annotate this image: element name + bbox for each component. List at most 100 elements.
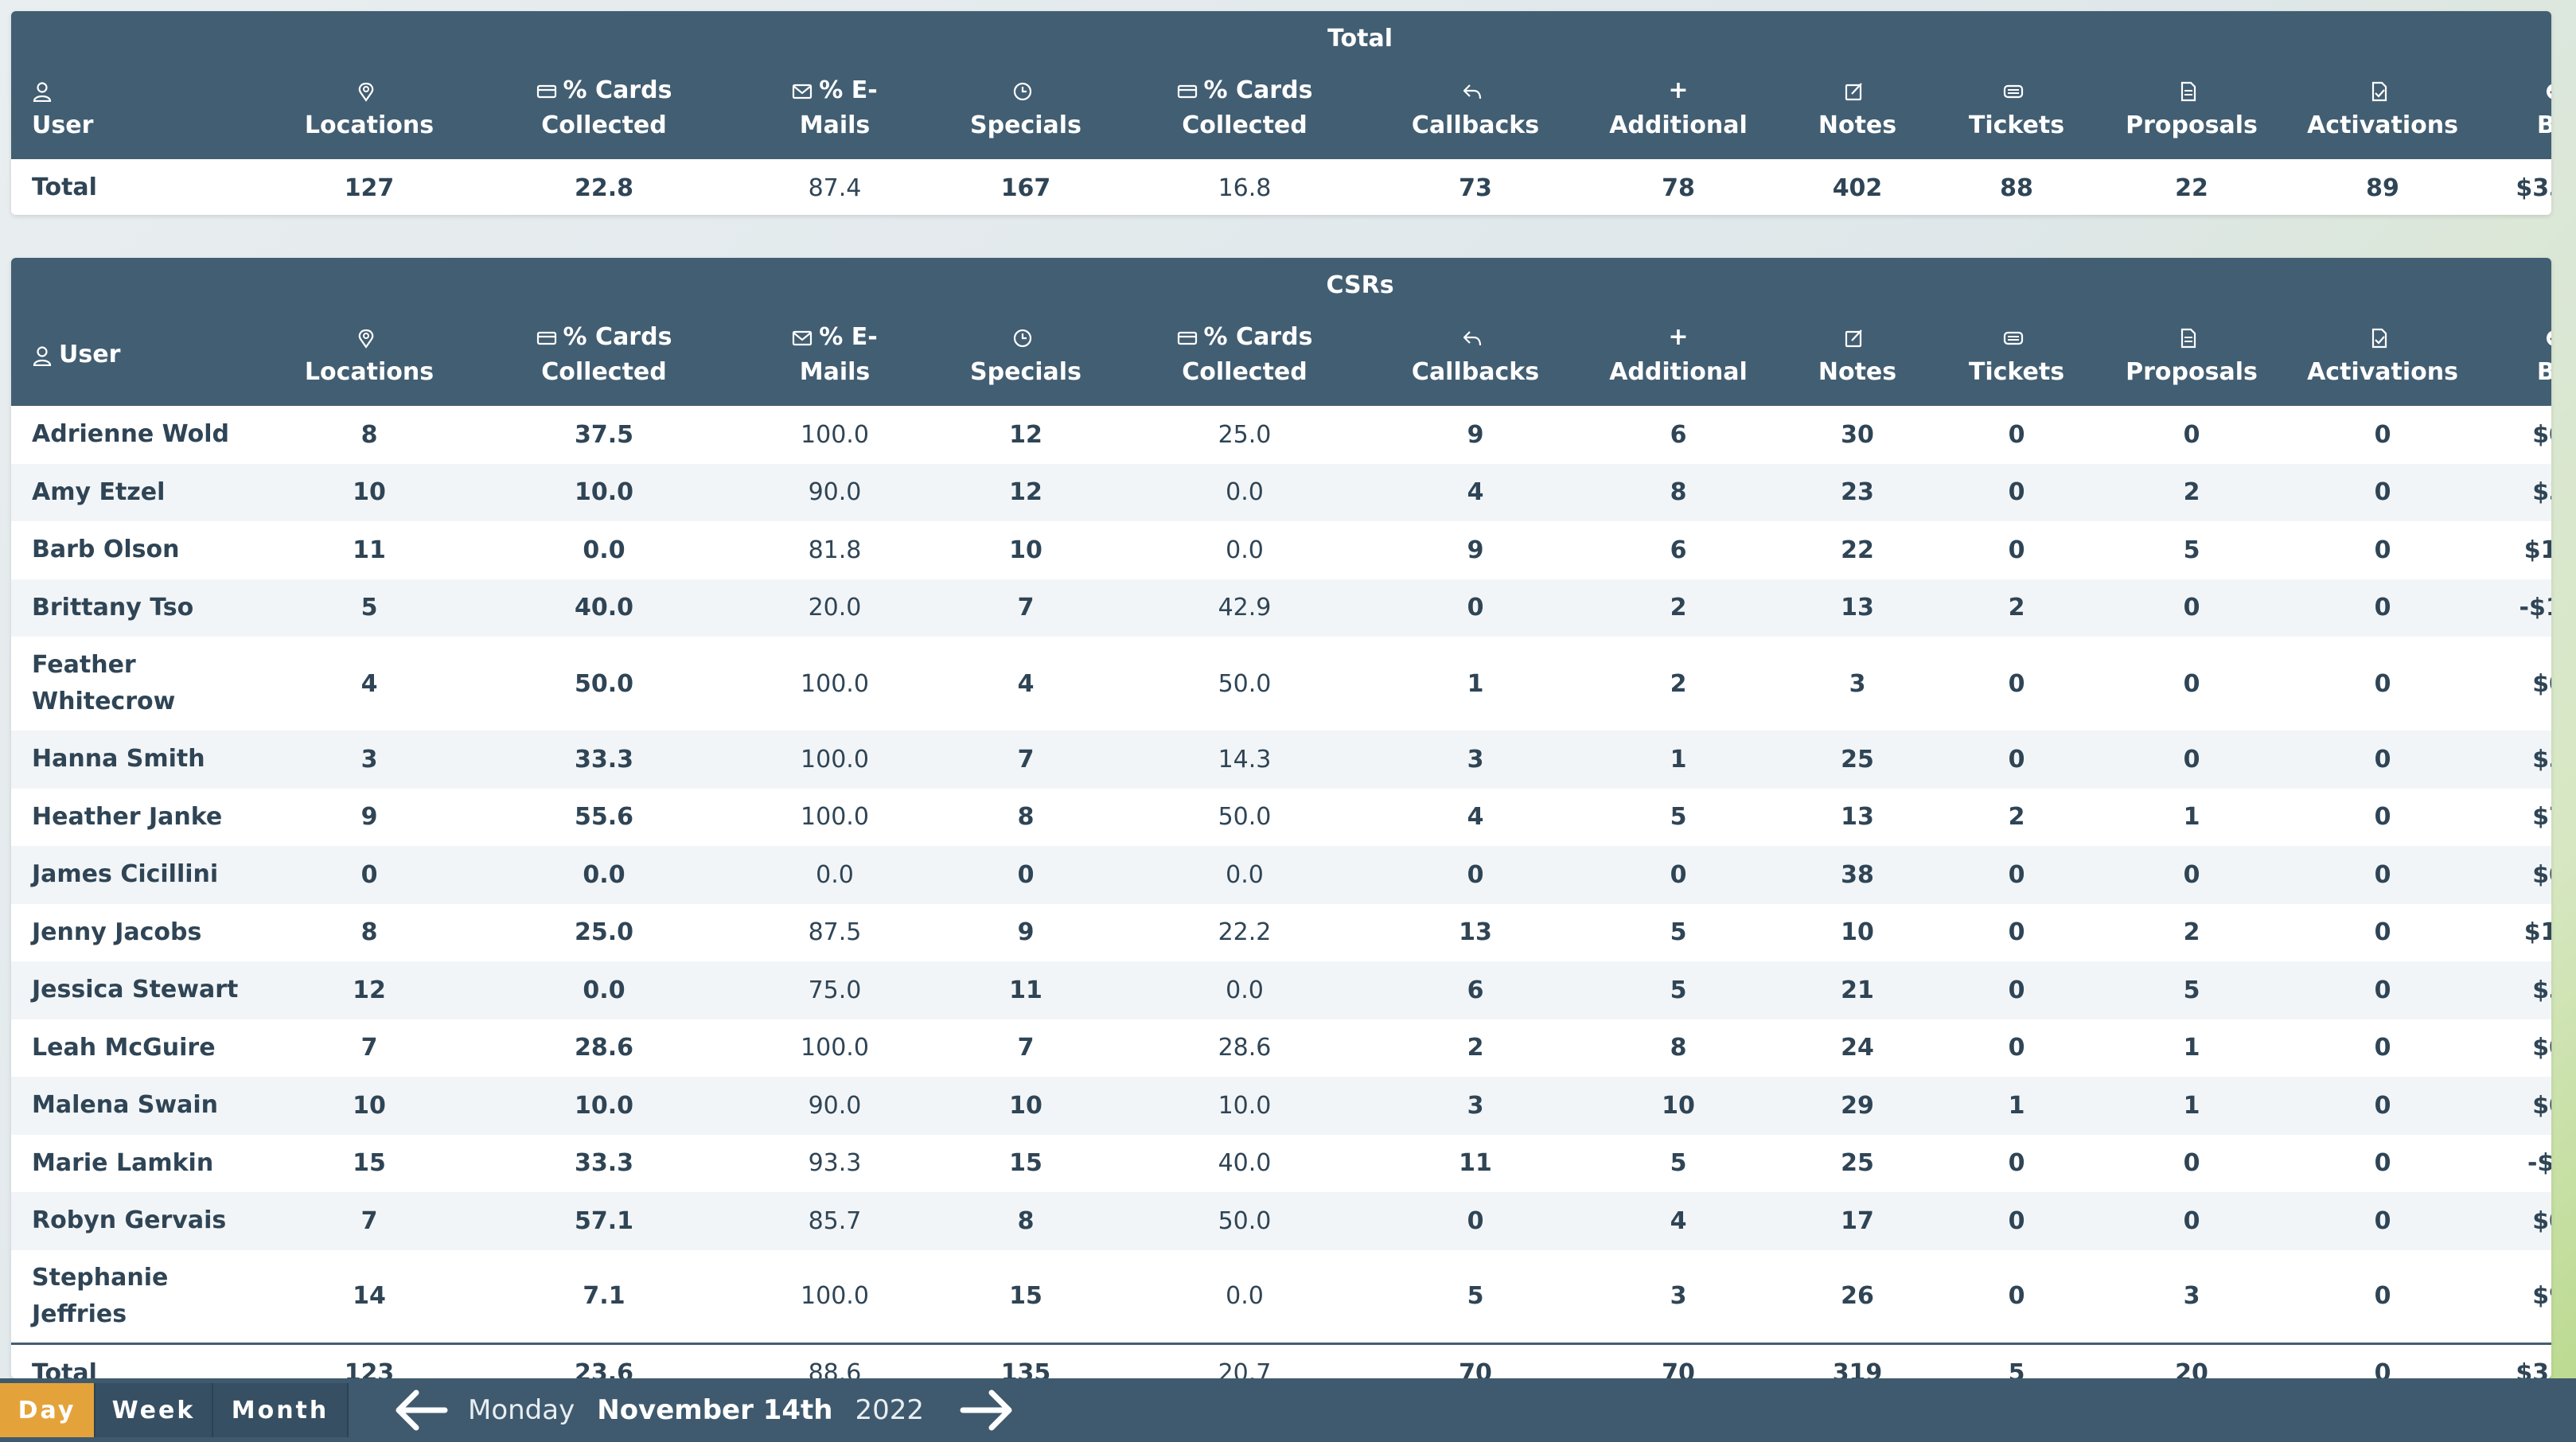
cell-activations: 0 [2374, 803, 2391, 832]
cell-notes: 25 [1778, 731, 1937, 789]
cell-callbacks: 11 [1459, 1149, 1492, 1178]
column-header-user[interactable]: User [11, 307, 266, 406]
cell-tickets: 0 [2008, 536, 2025, 564]
cell-tickets: 0 [1937, 961, 2096, 1019]
cell-activations: 0 [2287, 846, 2478, 904]
column-header-sales[interactable]: SalesBonuses [2478, 307, 2551, 406]
cell-user-name[interactable]: Brittany Tso [11, 579, 266, 637]
column-header-specials[interactable]: Specials [934, 307, 1117, 406]
cell-specials: 10 [1009, 536, 1042, 564]
table-row: Stephanie Jeffries 14 7.1 100.0 15 0.0 5 3 26 0 3 0… [11, 1250, 2551, 1344]
column-header-label-line2: Locations [304, 358, 435, 386]
column-header-specials[interactable]: Specials [934, 60, 1117, 159]
cell-user-name[interactable]: Malena Swain [11, 1077, 266, 1135]
column-header-tickets[interactable]: Tickets [1937, 307, 2096, 406]
column-header-locations[interactable]: Locations [266, 307, 473, 406]
column-header-callbacks[interactable]: Callbacks [1372, 60, 1579, 159]
cell-user-name[interactable]: Stephanie Jeffries [32, 1263, 169, 1328]
cell-user-name[interactable]: Jenny Jacobs [32, 918, 202, 946]
day-button[interactable]: Day [0, 1383, 95, 1437]
cell-activations: 89 [2287, 159, 2478, 215]
cell-proposals: 0 [2096, 579, 2287, 637]
column-header-additional[interactable]: + Additional [1579, 307, 1778, 406]
cell-user-name[interactable]: Robyn Gervais [11, 1192, 266, 1250]
cell-tickets: 5 [1937, 1343, 2096, 1378]
cell-user-name[interactable]: Total [11, 1343, 266, 1378]
column-header-label-line2: Proposals [2126, 111, 2258, 139]
table-row: Jessica Stewart120.075.0110.06521050$3.5… [11, 961, 2551, 1019]
cell-notes: 402 [1778, 159, 1937, 215]
cell-additional: 5 [1670, 1149, 1687, 1178]
column-header-notes[interactable]: Notes [1778, 307, 1937, 406]
column-header-proposals[interactable]: Proposals [2096, 307, 2287, 406]
cell-proposals: 22 [2096, 159, 2287, 215]
next-date-button[interactable] [940, 1378, 1035, 1442]
cell-activations: 0 [2287, 731, 2478, 789]
column-header-cards2[interactable]: % Cards Collected [1117, 307, 1372, 406]
cell-sales: -$14.58 (2) [2478, 579, 2551, 637]
column-header-label-line2: Collected [541, 111, 667, 139]
column-header-sales[interactable]: SalesBonuses [2478, 60, 2551, 159]
column-header-label-line2: User [32, 111, 94, 139]
card-icon [1177, 84, 1197, 98]
cell-locations: 123 [266, 1343, 473, 1378]
previous-date-button[interactable] [372, 1378, 468, 1442]
cell-sales: $0.00 (0) [2478, 846, 2551, 904]
column-header-locations[interactable]: Locations [266, 60, 473, 159]
mail-icon [793, 330, 813, 345]
cell-cards2: 0.0 [1117, 463, 1372, 521]
cell-activations: 0 [2374, 420, 2391, 449]
cell-emails: 100.0 [801, 420, 869, 449]
cell-tickets: 0 [2008, 1034, 2025, 1062]
column-header-activations[interactable]: Activations [2287, 60, 2478, 159]
cell-emails: 100.0 [801, 803, 869, 832]
column-header-emails[interactable]: % E- Mails [735, 307, 934, 406]
column-header-callbacks[interactable]: Callbacks [1372, 307, 1579, 406]
month-button[interactable]: Month [213, 1383, 349, 1437]
cell-specials: 0 [934, 846, 1117, 904]
cell-user-name[interactable]: Marie Lamkin [32, 1148, 214, 1177]
column-header-cards1[interactable]: % Cards Collected [473, 307, 735, 406]
cell-proposals: 0 [2183, 420, 2200, 449]
column-header-tickets[interactable]: Tickets [1937, 60, 2096, 159]
cell-additional: 4 [1579, 1192, 1778, 1250]
column-header-proposals[interactable]: Proposals [2096, 60, 2287, 159]
cell-user-name[interactable]: Leah McGuire [32, 1033, 216, 1062]
week-button[interactable]: Week [95, 1383, 213, 1437]
cell-cards2: 16.8 [1117, 159, 1372, 215]
cell-proposals: 0 [2183, 1149, 2200, 1178]
cell-user-name[interactable]: Hanna Smith [11, 731, 266, 789]
column-header-user[interactable]: User [11, 60, 266, 159]
cell-notes: 30 [1841, 420, 1874, 449]
location-icon [358, 82, 374, 102]
cell-user-name[interactable]: Feather Whitecrow [32, 651, 176, 715]
cell-user-name[interactable]: Jessica Stewart [11, 961, 266, 1019]
cell-locations: 127 [266, 159, 473, 215]
column-header-label-line2: Tickets [1968, 111, 2065, 139]
cell-emails: 100.0 [735, 731, 934, 789]
cell-user-name[interactable]: Heather Janke [32, 802, 223, 831]
column-header-emails[interactable]: % E- Mails [735, 60, 934, 159]
column-header-cards2[interactable]: % Cards Collected [1117, 60, 1372, 159]
cell-user-name[interactable]: Total [11, 159, 266, 215]
cell-tickets: 2 [1937, 579, 2096, 637]
cell-activations: 0 [2374, 536, 2391, 564]
cell-tickets: 0 [2008, 1282, 2025, 1311]
cell-additional: 70 [1579, 1343, 1778, 1378]
column-header-notes[interactable]: Notes [1778, 60, 1937, 159]
cell-user-name[interactable]: Barb Olson [32, 536, 180, 564]
cell-activations: 0 [2287, 1192, 2478, 1250]
table-row: Jenny Jacobs 8 25.0 87.5 9 22.2 13 5 10 0 2 0 $10.50… [11, 904, 2551, 962]
cell-user-name[interactable]: Adrienne Wold [32, 420, 230, 449]
cell-additional: 8 [1579, 463, 1778, 521]
column-header-label-line2: Notes [1818, 111, 1897, 139]
cell-user-name[interactable]: James Cicillini [11, 846, 266, 904]
date-label: November 14th [597, 1394, 833, 1426]
column-header-label-line1: + [1668, 323, 1689, 351]
column-header-activations[interactable]: Activations [2287, 307, 2478, 406]
column-header-label-line1: % E- [819, 323, 878, 351]
cell-notes: 23 [1778, 463, 1937, 521]
column-header-cards1[interactable]: % Cards Collected [473, 60, 735, 159]
cell-user-name[interactable]: Amy Etzel [11, 463, 266, 521]
column-header-additional[interactable]: + Additional [1579, 60, 1778, 159]
